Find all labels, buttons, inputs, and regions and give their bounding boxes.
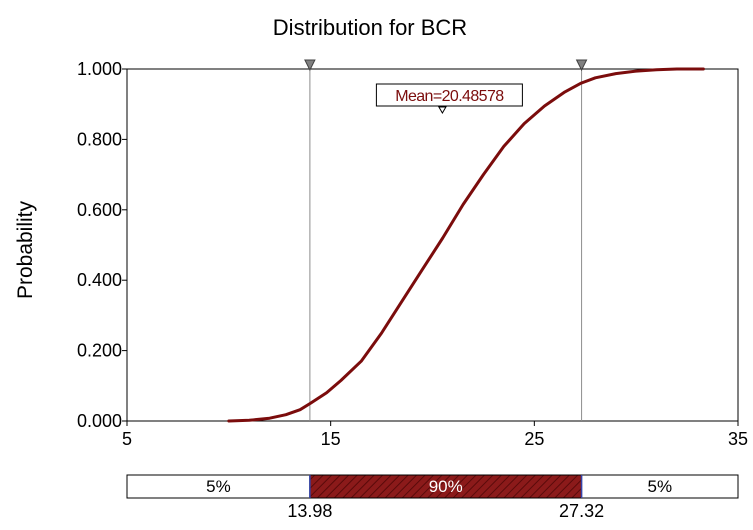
y-tick-label: 0.600 — [77, 200, 122, 220]
plot-area — [126, 68, 739, 422]
y-axis-ticks: 0.000 0.200 0.400 0.600 0.800 1.000 — [77, 59, 127, 431]
percentile-band: 5% 90% 5% 13.98 27.32 — [126, 474, 739, 521]
chart-title: Distribution for BCR — [273, 15, 467, 40]
marker-handle-triangle — [304, 59, 316, 72]
x-axis-ticks: 5 15 25 35 — [122, 421, 748, 449]
marker-handle-triangle — [575, 59, 588, 72]
series-layer — [227, 67, 705, 423]
x-tick-label: 5 — [122, 429, 132, 449]
percentile-marker-lines — [304, 59, 588, 421]
y-tick-label: 0.800 — [77, 129, 122, 149]
y-tick-label: 0.200 — [77, 341, 122, 361]
mean-annotation: Mean=20.48578 — [375, 83, 523, 114]
y-axis-label: Probability — [14, 200, 37, 299]
mean-label: Mean=20.48578 — [395, 88, 504, 105]
band-boundary-label: 13.98 — [287, 501, 332, 521]
band-percent-label: 5% — [648, 477, 673, 496]
y-tick-label: 0.400 — [77, 270, 122, 290]
y-tick-label: 0.000 — [77, 411, 122, 431]
mean-pointer-triangle — [438, 106, 447, 114]
x-tick-label: 25 — [524, 429, 544, 449]
x-tick-label: 35 — [728, 429, 748, 449]
x-tick-label: 15 — [321, 429, 341, 449]
band-percent-label: 5% — [206, 477, 231, 496]
cdf-series-line — [227, 67, 705, 423]
band-boundary-label: 27.32 — [559, 501, 604, 521]
band-percent-label: 90% — [429, 477, 463, 496]
y-tick-label: 1.000 — [77, 59, 122, 79]
mean-label-box — [375, 83, 523, 107]
